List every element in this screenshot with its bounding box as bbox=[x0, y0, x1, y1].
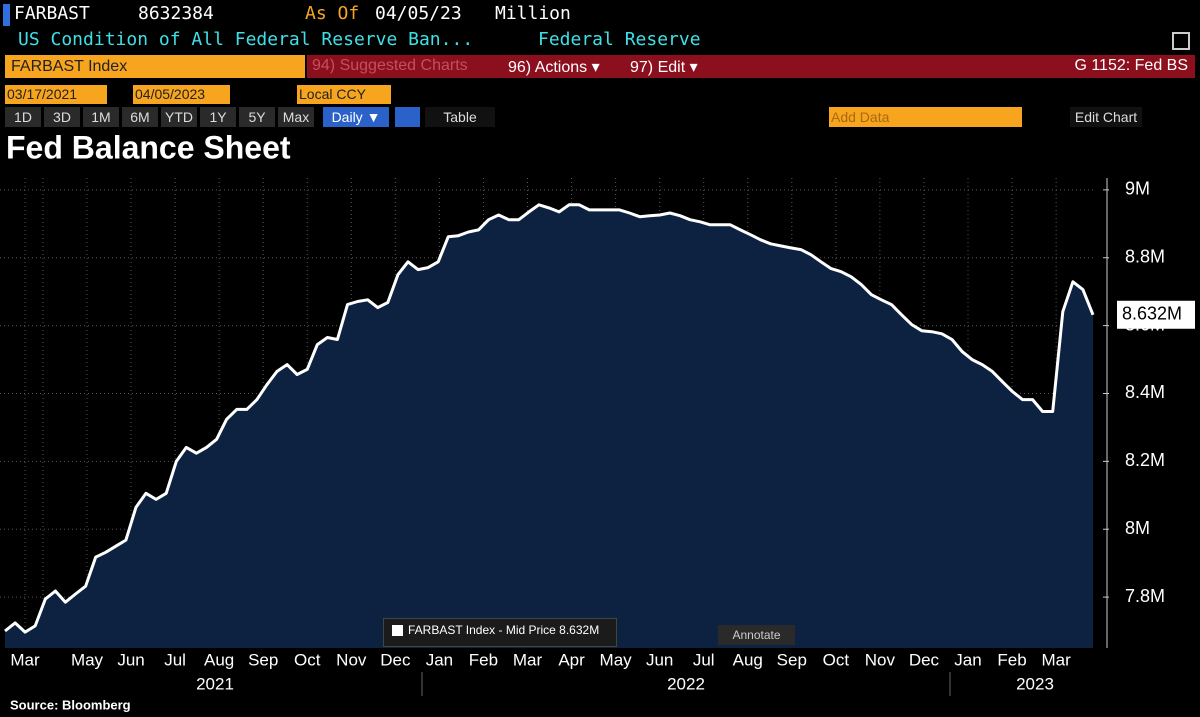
chart-title: Fed Balance Sheet bbox=[6, 129, 291, 165]
source: Source: Bloomberg bbox=[10, 697, 131, 712]
area bbox=[5, 204, 1093, 649]
chart-type[interactable] bbox=[395, 107, 420, 127]
y-tick-label: 8.8M bbox=[1125, 246, 1165, 266]
x-tick-label: Dec bbox=[380, 650, 411, 669]
y-tick-label: 9M bbox=[1125, 179, 1150, 199]
x-tick-label: Jan bbox=[426, 650, 453, 669]
as-of-label: As Of bbox=[305, 3, 360, 24]
menu-bar bbox=[307, 55, 1195, 78]
popout-icon[interactable] bbox=[1172, 32, 1190, 50]
x-tick-label: Feb bbox=[469, 650, 498, 669]
x-tick-label: Nov bbox=[336, 650, 367, 669]
currency[interactable]: Local CCY bbox=[297, 85, 391, 104]
period-button[interactable]: 5Y bbox=[239, 107, 275, 127]
period-button[interactable]: 1D bbox=[5, 107, 41, 127]
source-name: Federal Reserve bbox=[538, 29, 701, 50]
year-label: 2022 bbox=[667, 674, 705, 693]
x-tick-label: Mar bbox=[513, 650, 543, 669]
x-tick-label: Aug bbox=[204, 650, 234, 669]
y-tick-label: 7.8M bbox=[1125, 586, 1165, 606]
y-tick-label: 8.2M bbox=[1125, 450, 1165, 470]
x-tick-label: Feb bbox=[997, 650, 1026, 669]
frequency[interactable]: Daily ▼ bbox=[323, 107, 389, 127]
x-tick-label: Jun bbox=[117, 650, 144, 669]
x-tick-label: Oct bbox=[823, 650, 850, 669]
as-of: 04/05/23 bbox=[375, 3, 462, 24]
x-tick-label: Dec bbox=[909, 650, 940, 669]
description: US Condition of All Federal Reserve Ban.… bbox=[18, 29, 474, 50]
legend bbox=[383, 618, 617, 647]
actions[interactable]: 96) Actions ▾ bbox=[508, 59, 600, 76]
last-value-box bbox=[1117, 300, 1195, 329]
marker bbox=[3, 4, 10, 26]
x-tick-label: Sep bbox=[777, 650, 807, 669]
start-date[interactable]: 03/17/2021 bbox=[5, 85, 107, 104]
x-tick-label: Mar bbox=[10, 650, 40, 669]
legend-swatch bbox=[392, 625, 403, 636]
x-tick-label: Apr bbox=[558, 650, 585, 669]
security-field[interactable]: FARBAST Index bbox=[5, 55, 305, 78]
year-label: 2021 bbox=[196, 674, 234, 693]
ticker: FARBAST bbox=[14, 3, 90, 24]
table[interactable]: Table bbox=[425, 107, 495, 127]
period-button[interactable]: YTD bbox=[161, 107, 197, 127]
period-button[interactable]: 3D bbox=[44, 107, 80, 127]
y-tick-label: 8M bbox=[1125, 518, 1150, 538]
suggested[interactable]: 94) Suggested Charts bbox=[312, 57, 468, 74]
page-code: G 1152: Fed BS bbox=[1074, 57, 1188, 74]
legend-label: FARBAST Index - Mid Price 8.632M bbox=[408, 623, 600, 637]
value: 8632384 bbox=[138, 3, 214, 24]
x-tick-label: Jul bbox=[164, 650, 186, 669]
annotate[interactable]: Annotate bbox=[718, 625, 795, 645]
x-tick-label: Jul bbox=[693, 650, 715, 669]
x-tick-label: Oct bbox=[294, 650, 321, 669]
x-tick-label: Sep bbox=[248, 650, 278, 669]
period-button[interactable]: 1M bbox=[83, 107, 119, 127]
x-tick-label: May bbox=[600, 650, 633, 669]
y-tick-label: 8.4M bbox=[1125, 382, 1165, 402]
x-tick-label: May bbox=[71, 650, 104, 669]
year-label: 2023 bbox=[1016, 674, 1054, 693]
x-tick-label: Nov bbox=[865, 650, 896, 669]
x-tick-label: Mar bbox=[1041, 650, 1071, 669]
edit[interactable]: 97) Edit ▾ bbox=[630, 59, 698, 76]
x-tick-label: Jan bbox=[954, 650, 981, 669]
period-button[interactable]: Max bbox=[278, 107, 314, 127]
x-tick-label: Aug bbox=[733, 650, 763, 669]
line bbox=[4, 203, 1095, 634]
last-value-label: 8.632M bbox=[1122, 304, 1182, 324]
units: Million bbox=[495, 3, 571, 24]
period-button[interactable]: 6M bbox=[122, 107, 158, 127]
end-date[interactable]: 04/05/2023 bbox=[133, 85, 230, 104]
x-tick-label: Jun bbox=[646, 650, 673, 669]
period-button[interactable]: 1Y bbox=[200, 107, 236, 127]
edit-chart[interactable]: Edit Chart bbox=[1070, 107, 1142, 127]
add-data[interactable]: Add Data bbox=[829, 107, 1022, 127]
